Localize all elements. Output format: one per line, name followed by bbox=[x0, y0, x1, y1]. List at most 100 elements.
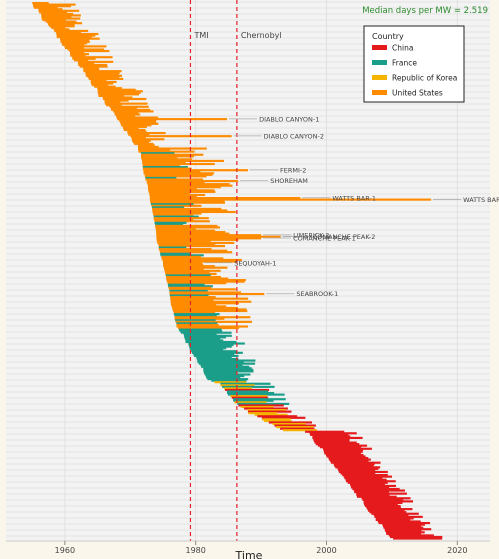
bar-reactor bbox=[345, 478, 387, 481]
bar-reactor bbox=[158, 244, 225, 248]
bar-reactor bbox=[352, 487, 400, 491]
x-axis-title: Time bbox=[235, 549, 263, 559]
bar-reactor bbox=[313, 438, 350, 441]
bar-reactor bbox=[156, 234, 262, 237]
legend-label: Republic of Korea bbox=[392, 74, 457, 83]
bar-reactor bbox=[56, 32, 99, 36]
bar-reactor bbox=[196, 356, 232, 359]
bar-reactor bbox=[106, 104, 122, 107]
bar-reactor bbox=[128, 133, 150, 136]
bar-reactor bbox=[197, 361, 244, 364]
bar-reactor bbox=[313, 439, 350, 443]
bar-reactor bbox=[41, 15, 72, 19]
bar-reactor bbox=[167, 282, 227, 285]
bar-reactor bbox=[163, 265, 215, 268]
bar-reactor bbox=[189, 347, 227, 350]
bar-reactor bbox=[176, 322, 218, 325]
bar-reactor bbox=[206, 376, 241, 379]
bar-reactor bbox=[154, 221, 187, 224]
bar-reactor bbox=[77, 62, 95, 65]
bar-reactor bbox=[247, 409, 286, 412]
legend-title: Country bbox=[372, 32, 404, 41]
bar-reactor bbox=[338, 470, 388, 474]
bar-reactor bbox=[169, 291, 242, 294]
bar-reactor bbox=[85, 74, 123, 77]
bar-reactor bbox=[158, 248, 212, 251]
bar-reactor bbox=[200, 365, 250, 368]
bar-reactor bbox=[97, 88, 136, 91]
x-tick-label: 2020 bbox=[447, 546, 467, 555]
bar-reactor bbox=[364, 503, 398, 506]
bar-reactor bbox=[174, 314, 217, 317]
bar-reactor bbox=[56, 34, 96, 37]
bar-reactor bbox=[114, 113, 141, 116]
bar-reactor bbox=[149, 192, 191, 195]
bar-reactor bbox=[145, 178, 203, 181]
bar-reactor bbox=[153, 217, 209, 220]
bar-reactor bbox=[73, 59, 89, 62]
bar-reactor bbox=[328, 456, 369, 460]
annotation-label: SEABROOK-1 bbox=[296, 290, 338, 298]
bar-reactor bbox=[162, 261, 203, 265]
annotation-labels: DIABLO CANYON-1 DIABLO CANYON-2 FERMI-2 SHO… bbox=[204, 115, 499, 298]
bar-reactor bbox=[152, 207, 222, 210]
bar-reactor bbox=[171, 305, 227, 308]
bar-reactor bbox=[168, 285, 213, 288]
bar-reactor bbox=[143, 170, 201, 173]
bar-reactor bbox=[152, 209, 228, 212]
bar-reactor bbox=[132, 139, 151, 142]
bar-reactor bbox=[323, 449, 364, 452]
bar-reactor bbox=[119, 119, 157, 122]
annotation-label: SHOREHAM bbox=[270, 177, 308, 185]
bar-reactor bbox=[148, 186, 221, 189]
bar-reactor bbox=[140, 152, 175, 155]
bar-reactor bbox=[263, 419, 292, 422]
bar-reactor bbox=[170, 296, 216, 299]
bar-reactor bbox=[149, 198, 432, 201]
legend-swatch bbox=[372, 45, 387, 50]
bar-reactor bbox=[97, 91, 141, 94]
bar-reactor bbox=[167, 283, 205, 286]
bar-reactor bbox=[158, 246, 187, 249]
bar-reactor bbox=[155, 226, 221, 229]
bar-reactor bbox=[98, 94, 125, 98]
bar-reactor bbox=[137, 147, 207, 150]
bar-reactor bbox=[262, 418, 291, 421]
bar-reactor bbox=[366, 506, 401, 509]
bar-reactor bbox=[151, 204, 202, 207]
bar-reactor bbox=[205, 374, 245, 378]
bar-reactor bbox=[334, 464, 374, 467]
bar-reactor bbox=[151, 206, 185, 209]
bar-reactor bbox=[39, 11, 68, 14]
bar-reactor bbox=[38, 9, 80, 12]
bar-reactor bbox=[390, 535, 443, 539]
bar-reactor bbox=[164, 269, 221, 272]
bar-reactor bbox=[272, 422, 306, 426]
bar-reactor bbox=[378, 521, 431, 525]
bar-reactor bbox=[148, 187, 197, 190]
bar-reactor bbox=[166, 277, 229, 280]
bar-reactor bbox=[353, 489, 406, 492]
bar-reactor bbox=[361, 497, 411, 500]
bar-reactor bbox=[166, 279, 246, 282]
bar-reactor bbox=[257, 415, 298, 418]
bar-reactor bbox=[62, 43, 85, 46]
bar-reactor bbox=[185, 340, 237, 344]
bar-reactor bbox=[97, 90, 143, 93]
bar-reactor bbox=[111, 108, 151, 111]
bar-reactor bbox=[55, 31, 82, 34]
bar-reactor bbox=[140, 153, 204, 156]
annotation-label: COMANCHE PEAK-1 bbox=[293, 235, 356, 243]
bar-reactor bbox=[364, 504, 401, 508]
bar-reactor bbox=[157, 241, 235, 245]
bar-reactor bbox=[137, 145, 159, 149]
bar-reactor bbox=[70, 53, 89, 56]
bar-reactor bbox=[254, 413, 288, 416]
bar-reactor bbox=[231, 396, 269, 399]
bar-reactor bbox=[104, 101, 121, 104]
annotation-label: WATTS BAR-1 bbox=[332, 194, 376, 202]
bar-reactor bbox=[150, 201, 226, 204]
bar-reactor bbox=[144, 175, 207, 178]
bar-reactor bbox=[78, 63, 108, 67]
